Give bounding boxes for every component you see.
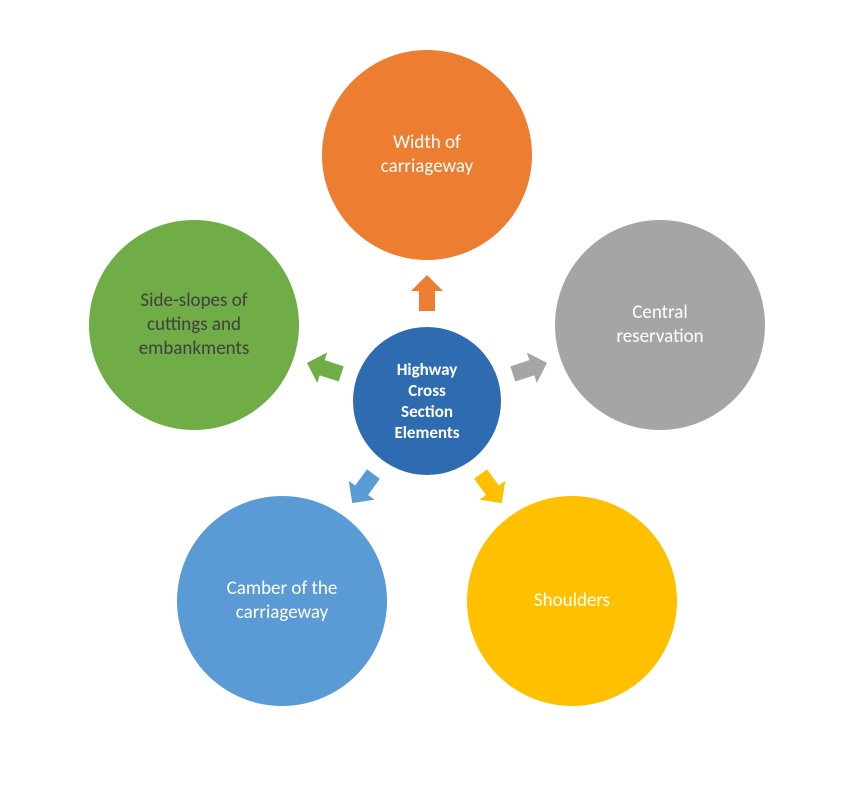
node-central-reservation: Central reservation [555,220,765,430]
node-shoulders: Shoulders [467,496,677,706]
arrow-width-icon [405,273,449,317]
node-camber: Camber of the carriageway [177,496,387,706]
center-hub: Highway Cross Section Elements [353,327,501,475]
arrow-side-slopes-icon [298,341,353,396]
node-side-slopes-label: Side-slopes of cuttings and embankments [139,289,250,360]
node-side-slopes: Side-slopes of cuttings and embankments [89,220,299,430]
node-shoulders-label: Shoulders [534,589,610,613]
center-hub-label: Highway Cross Section Elements [394,359,459,444]
node-central-reservation-label: Central reservation [616,301,703,349]
node-width-label: Width of carriageway [381,131,474,179]
node-camber-label: Camber of the carriageway [227,577,338,625]
arrow-camber-icon [333,456,394,517]
arrow-shoulders-icon [459,456,520,517]
arrow-central-reservation-icon [500,341,555,396]
node-width: Width of carriageway [322,50,532,260]
